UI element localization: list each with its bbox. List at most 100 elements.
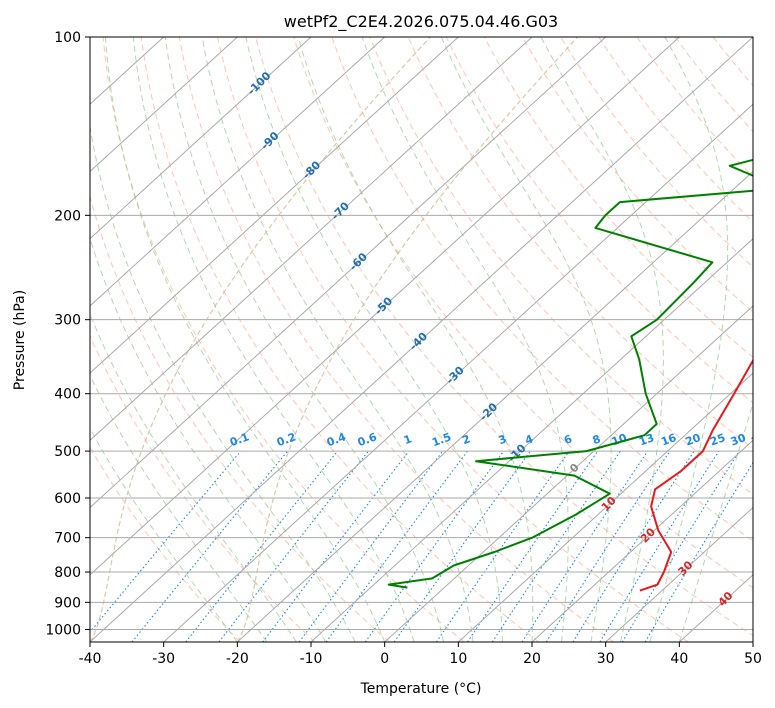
dry-adiabat xyxy=(445,37,753,404)
dry-adiabat xyxy=(293,37,753,589)
mixing-ratio-line xyxy=(435,450,570,642)
isotherm-line xyxy=(310,237,753,642)
moist-adiabat xyxy=(201,37,474,642)
y-tick-label: 100 xyxy=(54,30,81,46)
y-tick-label: 900 xyxy=(54,595,81,611)
y-tick-label: 300 xyxy=(54,313,81,329)
y-tick-label: 500 xyxy=(54,444,81,460)
isotherm-line xyxy=(163,103,753,642)
mixing-ratio-line xyxy=(545,450,671,642)
dry-adiabat xyxy=(140,37,540,642)
dry-adiabat xyxy=(90,446,241,642)
profile-lines xyxy=(387,158,753,592)
isotherm-line xyxy=(531,439,753,642)
dry-adiabat xyxy=(90,334,316,642)
moist-adiabat xyxy=(245,37,503,642)
mixing-ratio-line xyxy=(467,450,599,642)
dry-adiabat xyxy=(674,37,753,133)
x-axis: -40 -30 -20 -10 0 10 20 30 40 50 xyxy=(79,642,762,667)
y-tick-label: 200 xyxy=(54,208,81,224)
dry-adiabat xyxy=(369,37,753,495)
dry-adiabat xyxy=(712,37,753,87)
mixing-ratio-line xyxy=(491,450,621,642)
mixing-ratio-line xyxy=(644,461,753,642)
isotherm-line xyxy=(90,37,607,509)
moist-adiabat xyxy=(90,312,297,642)
dry-adiabat xyxy=(522,37,753,313)
isotherm-line xyxy=(90,37,753,642)
x-tick-label: 50 xyxy=(744,651,762,667)
mixing-ratio-label: 0.1 xyxy=(228,430,251,449)
y-tick-label: 600 xyxy=(54,491,81,507)
mixing-ratio-line xyxy=(364,450,505,642)
x-tick-label: -30 xyxy=(152,651,175,667)
mixing-ratio-line xyxy=(218,450,369,642)
moist-adiabat xyxy=(90,427,238,642)
x-tick-label: -20 xyxy=(226,651,249,667)
moist-adiabat xyxy=(440,37,612,642)
mixing-ratio-label: 36 xyxy=(749,431,768,449)
y-tick-label: 400 xyxy=(54,387,81,403)
moist-adiabat xyxy=(90,236,327,642)
y-axis: 100 200 300 400 500 600 700 800 900 1000 xyxy=(45,30,90,638)
mixing-ratio-label: 1.5 xyxy=(430,430,453,449)
dry-adiabat xyxy=(255,37,753,637)
mixing-ratio-label: 8 xyxy=(591,432,603,447)
x-tick-label: 30 xyxy=(597,651,615,667)
dry-adiabat xyxy=(102,37,465,642)
isotherm-line xyxy=(752,641,753,642)
moist-adiabat xyxy=(297,37,534,642)
x-tick-label: 0 xyxy=(380,651,389,667)
boundary-curve xyxy=(236,37,578,642)
dry-adiabat xyxy=(636,37,753,178)
isotherm-line xyxy=(90,37,312,240)
x-tick-label: 20 xyxy=(523,651,541,667)
moist-adiabat xyxy=(678,401,753,642)
x-tick-label: 10 xyxy=(449,651,467,667)
isotherm-line xyxy=(605,506,753,642)
mixing-ratio-line xyxy=(185,450,339,642)
dry-adiabat xyxy=(483,37,753,358)
dry-adiabat xyxy=(407,37,753,449)
isotherm-line xyxy=(384,305,753,642)
plot-frame xyxy=(89,36,754,643)
mixing-ratio-labels: 0.1 0.2 0.4 0.6 1 1.5 2 3 4 6 8 10 13 16 20 25 30 36 xyxy=(228,430,768,449)
chart-title: wetPf2_C2E4.2026.075.04.46.G03 xyxy=(284,12,558,32)
isotherm-line xyxy=(90,37,238,173)
dry-adiabat xyxy=(331,37,753,542)
isotherm-line xyxy=(90,37,533,442)
boundary-curve xyxy=(90,37,431,642)
dry-adiabat xyxy=(217,37,689,642)
y-tick-label: 800 xyxy=(54,565,81,581)
mixing-ratio-label: 4 xyxy=(523,432,535,447)
mixing-ratio-label: 2 xyxy=(461,432,473,447)
mixing-ratio-line xyxy=(325,450,468,642)
temperature-line xyxy=(639,358,753,592)
moist-adiabat xyxy=(540,37,664,642)
mixing-ratio-label: 6 xyxy=(562,432,574,447)
x-tick-label: -40 xyxy=(79,651,102,667)
mixing-ratio-line xyxy=(298,450,444,642)
moist-adiabat xyxy=(361,37,569,642)
x-tick-label: -10 xyxy=(300,651,323,667)
isotherm-line xyxy=(457,372,753,642)
moist-adiabat xyxy=(649,37,729,642)
x-axis-label: Temperature (°C) xyxy=(360,681,482,697)
mixing-ratio-label: 25 xyxy=(708,431,727,448)
mixing-ratio-line xyxy=(262,450,410,642)
dry-adiabat xyxy=(178,37,614,642)
mixing-ratio-line xyxy=(90,450,242,633)
mixing-ratio-line xyxy=(621,450,740,642)
isotherm-line xyxy=(90,37,680,576)
isotherm-line xyxy=(236,170,753,642)
moist-adiabat xyxy=(164,37,445,642)
mixing-ratio-label: 16 xyxy=(659,431,678,449)
background-lines xyxy=(90,37,753,642)
mixing-ratio-line xyxy=(599,450,720,642)
isotherm-line xyxy=(90,37,459,374)
mixing-ratio-label: 20 xyxy=(684,431,703,449)
mixing-ratio-label: 30 xyxy=(729,431,748,449)
mixing-ratio-label: 1 xyxy=(402,432,414,447)
